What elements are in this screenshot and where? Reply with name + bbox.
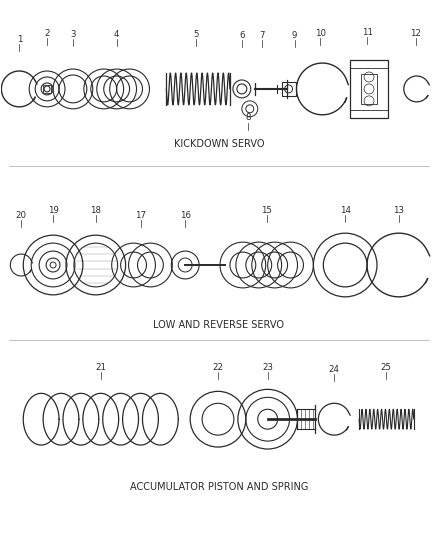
Text: 13: 13 xyxy=(393,206,404,215)
Text: 7: 7 xyxy=(259,31,265,40)
Text: 6: 6 xyxy=(239,31,244,40)
Text: 11: 11 xyxy=(361,28,373,37)
Text: 4: 4 xyxy=(114,30,120,39)
Text: 14: 14 xyxy=(340,206,351,215)
Text: 10: 10 xyxy=(315,29,326,38)
Text: 3: 3 xyxy=(70,30,76,39)
Text: KICKDOWN SERVO: KICKDOWN SERVO xyxy=(174,139,264,149)
Text: 9: 9 xyxy=(292,31,297,40)
Text: 8: 8 xyxy=(245,114,251,122)
Text: 15: 15 xyxy=(261,206,272,215)
Text: 1: 1 xyxy=(17,35,22,44)
Text: 23: 23 xyxy=(262,363,273,372)
Text: 25: 25 xyxy=(381,363,392,372)
Text: 20: 20 xyxy=(16,211,27,220)
Text: 2: 2 xyxy=(44,29,50,38)
Text: 16: 16 xyxy=(180,211,191,220)
Text: ACCUMULATOR PISTON AND SPRING: ACCUMULATOR PISTON AND SPRING xyxy=(130,482,308,492)
Text: 22: 22 xyxy=(212,363,223,372)
Text: 17: 17 xyxy=(135,211,146,220)
Text: 5: 5 xyxy=(194,30,199,39)
Text: 21: 21 xyxy=(95,363,106,372)
Text: 18: 18 xyxy=(90,206,101,215)
Text: 24: 24 xyxy=(329,365,340,374)
Text: 19: 19 xyxy=(48,206,59,215)
Text: LOW AND REVERSE SERVO: LOW AND REVERSE SERVO xyxy=(153,320,285,330)
Text: 12: 12 xyxy=(410,29,421,38)
